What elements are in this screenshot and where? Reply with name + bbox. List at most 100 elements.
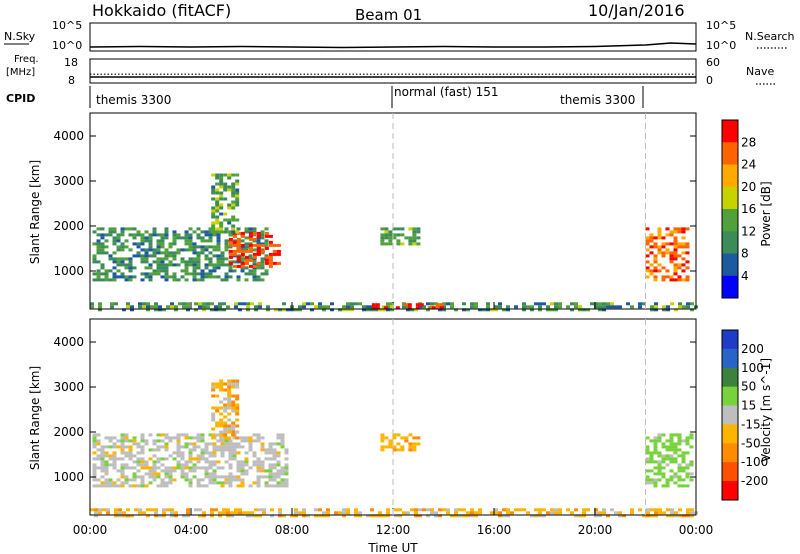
heatmap-cell-3: [649, 272, 654, 276]
heatmap-cell-3: [686, 508, 690, 512]
velocity-colorbar-tick-2: 50: [741, 380, 756, 394]
heatmap-cell-0: [192, 269, 197, 273]
heatmap-cell-0: [220, 260, 225, 264]
heatmap-cell-3: [653, 254, 658, 258]
heatmap-cell-5: [666, 308, 670, 312]
heatmap-cell-4: [227, 400, 232, 404]
cpid-segment-3: themis 3300: [560, 93, 635, 107]
heatmap-cell-0: [152, 233, 157, 237]
heatmap-cell-4: [396, 242, 401, 246]
heatmap-cell-0: [104, 472, 109, 476]
heatmap-cell-2: [227, 176, 232, 180]
heatmap-cell-1: [653, 484, 658, 488]
heatmap-cell-3: [422, 508, 426, 512]
heatmap-cell-1: [228, 261, 233, 265]
heatmap-cell-2: [235, 230, 240, 234]
heatmap-cell-3: [582, 514, 586, 518]
heatmap-cell-6: [427, 306, 432, 310]
heatmap-cell-0: [116, 263, 121, 267]
heatmap-cell-1: [268, 258, 273, 262]
heatmap-cell-0: [196, 436, 201, 440]
heatmap-cell-4: [227, 406, 232, 410]
heatmap-cell-0: [100, 460, 105, 464]
heatmap-cell-2: [392, 445, 397, 449]
heatmap-cell-4: [380, 242, 385, 246]
heatmap-cell-3: [198, 514, 202, 518]
heatmap-cell-0: [156, 263, 161, 267]
heatmap-cell-2: [392, 433, 397, 437]
heatmap-cell-1: [669, 454, 674, 458]
heatmap-cell-5: [122, 308, 126, 312]
heatmap-cell-4: [211, 385, 216, 389]
heatmap-cell-0: [112, 257, 117, 261]
heatmap-cell-3: [666, 508, 670, 512]
heatmap-cell-0: [140, 242, 145, 246]
noise-series-line: [89, 42, 697, 49]
heatmap-cell-0: [284, 484, 289, 488]
heatmap-cell-3: [302, 514, 306, 518]
heatmap-cell-5: [650, 308, 654, 312]
heatmap-cell-0: [104, 454, 109, 458]
heatmap-cell-5: [302, 305, 306, 309]
heatmap-cell-0: [156, 457, 161, 461]
heatmap-cell-5: [170, 305, 174, 309]
heatmap-cell-3: [678, 514, 682, 518]
heatmap-cell-3: [546, 511, 550, 515]
heatmap-cell-3: [673, 266, 678, 270]
heatmap-cell-3: [138, 508, 142, 512]
heatmap-cell-0: [188, 442, 193, 446]
heatmap-cell-3: [154, 514, 158, 518]
heatmap-cell-5: [174, 308, 178, 312]
heatmap-cell-0: [208, 475, 213, 479]
heatmap-cell-6: [403, 303, 408, 307]
heatmap-cell-5: [266, 305, 270, 309]
heatmap-cell-0: [228, 484, 233, 488]
heatmap-cell-3: [653, 275, 658, 279]
heatmap-cell-0: [180, 466, 185, 470]
heatmap-cell-5: [474, 305, 478, 309]
heatmap-cell-0: [148, 263, 153, 267]
heatmap-cell-3: [326, 514, 330, 518]
heatmap-cell-0: [136, 251, 141, 255]
heatmap-cell-3: [686, 511, 690, 515]
heatmap-cell-3: [118, 508, 122, 512]
heatmap-cell-2: [223, 218, 228, 222]
heatmap-cell-0: [120, 484, 125, 488]
heatmap-cell-0: [204, 263, 209, 267]
heatmap-cell-0: [280, 472, 285, 476]
heatmap-cell-5: [402, 305, 406, 309]
heatmap-cell-1: [232, 240, 237, 244]
velocity-colorbar-segment-5: [722, 424, 738, 444]
heatmap-cell-3: [645, 266, 650, 270]
heatmap-cell-1: [649, 478, 654, 482]
heatmap-cell-5: [630, 305, 634, 309]
heatmap-cell-3: [294, 511, 298, 515]
heatmap-cell-1: [256, 246, 261, 250]
heatmap-cell-0: [116, 239, 121, 243]
heatmap-cell-0: [208, 275, 213, 279]
heatmap-cell-4: [392, 236, 397, 240]
heatmap-cell-0: [200, 245, 205, 249]
heatmap-cell-2: [219, 230, 224, 234]
heatmap-cell-2: [408, 448, 413, 452]
heatmap-cell-5: [386, 305, 390, 309]
heatmap-cell-0: [176, 445, 181, 449]
heatmap-cell-0: [172, 272, 177, 276]
heatmap-cell-4: [380, 233, 385, 237]
heatmap-cell-0: [112, 266, 117, 270]
heatmap-cell-3: [654, 508, 658, 512]
heatmap-cell-0: [256, 481, 261, 485]
heatmap-cell-4: [235, 436, 240, 440]
heatmap-cell-0: [260, 233, 265, 237]
heatmap-cell-5: [186, 308, 190, 312]
heatmap-cell-3: [657, 269, 662, 273]
heatmap-cell-4: [227, 427, 232, 431]
heatmap-cell-3: [462, 508, 466, 512]
heatmap-cell-0: [108, 278, 113, 282]
heatmap-cell-0: [240, 445, 245, 449]
heatmap-cell-0: [136, 245, 141, 249]
heatmap-cell-5: [206, 305, 210, 309]
heatmap-cell-0: [164, 278, 169, 282]
heatmap-cell-0: [240, 460, 245, 464]
heatmap-cell-5: [614, 305, 618, 309]
